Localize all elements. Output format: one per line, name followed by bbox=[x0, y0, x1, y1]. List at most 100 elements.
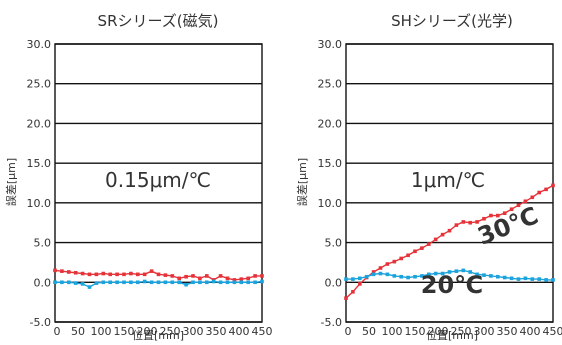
data-point bbox=[496, 274, 500, 279]
y-tick-label: -5.0 bbox=[321, 316, 342, 329]
data-point bbox=[344, 296, 348, 300]
x-tick-label: 200 bbox=[428, 325, 449, 338]
data-point bbox=[205, 280, 209, 285]
data-point bbox=[482, 216, 486, 221]
x-tick-label: 350 bbox=[206, 325, 227, 338]
data-point bbox=[433, 271, 438, 276]
data-point bbox=[156, 280, 161, 285]
chart-title: SHシリーズ(光学) bbox=[391, 12, 513, 30]
chart-sr: SRシリーズ(磁気) 30.0 25.0 20.0 15.0 10.0 5.0 0.0 -5.… bbox=[4, 12, 273, 342]
x-tick-label: 400 bbox=[229, 325, 250, 338]
data-point bbox=[447, 270, 452, 274]
data-point bbox=[80, 271, 85, 276]
data-point bbox=[489, 274, 493, 278]
data-point bbox=[198, 280, 202, 285]
annotation: 1μm/℃ bbox=[411, 168, 485, 192]
data-point bbox=[67, 270, 71, 274]
data-point bbox=[253, 274, 257, 278]
y-tick-label: 0.0 bbox=[34, 276, 52, 289]
x-tick-label: 400 bbox=[520, 325, 541, 338]
data-point bbox=[232, 278, 237, 282]
data-point bbox=[475, 220, 479, 224]
data-point bbox=[115, 280, 119, 285]
data-point bbox=[108, 272, 112, 277]
x-tick-label: 50 bbox=[71, 325, 85, 338]
data-point bbox=[413, 249, 417, 254]
data-point bbox=[73, 281, 78, 285]
data-point bbox=[218, 280, 223, 285]
data-point bbox=[142, 279, 147, 284]
data-point bbox=[358, 276, 362, 281]
x-tick-label: 50 bbox=[362, 325, 376, 338]
data-point bbox=[122, 280, 126, 285]
data-point bbox=[156, 272, 161, 277]
data-point bbox=[420, 274, 424, 278]
data-point bbox=[198, 276, 202, 281]
data-point bbox=[87, 285, 92, 289]
series-label-20: 20℃ bbox=[421, 271, 483, 299]
data-point bbox=[537, 190, 541, 195]
y-tick-labels: 30.0 25.0 20.0 15.0 10.0 5.0 0.0 -5.0 bbox=[318, 38, 343, 329]
data-point bbox=[523, 276, 528, 281]
y-axis-label: 誤差[μm] bbox=[295, 158, 309, 206]
data-point bbox=[523, 199, 528, 204]
gridlines bbox=[54, 43, 263, 323]
y-tick-label: 20.0 bbox=[27, 117, 52, 130]
data-point bbox=[60, 269, 64, 273]
data-point bbox=[344, 277, 348, 281]
y-tick-label: 20.0 bbox=[318, 117, 343, 130]
data-point bbox=[87, 272, 92, 277]
data-point bbox=[170, 280, 175, 285]
data-point bbox=[406, 275, 410, 280]
data-point bbox=[537, 277, 541, 281]
data-point bbox=[371, 272, 376, 277]
x-tick-label: 150 bbox=[405, 325, 426, 338]
data-point bbox=[399, 256, 403, 261]
data-point bbox=[149, 280, 154, 285]
data-point bbox=[378, 266, 383, 270]
data-point bbox=[225, 276, 230, 281]
data-point bbox=[60, 280, 64, 285]
data-point bbox=[385, 272, 390, 277]
plot-frame bbox=[54, 43, 263, 323]
data-point bbox=[225, 280, 230, 285]
data-point bbox=[136, 272, 140, 277]
y-tick-label: 15.0 bbox=[318, 157, 343, 170]
data-point bbox=[184, 274, 188, 279]
data-point bbox=[399, 274, 403, 279]
data-point bbox=[427, 242, 431, 246]
x-tick-label: 250 bbox=[451, 325, 472, 338]
data-point bbox=[108, 280, 112, 285]
data-point bbox=[530, 277, 535, 281]
data-point bbox=[364, 274, 369, 279]
data-point bbox=[239, 280, 244, 285]
x-tick-labels: 0 50 100 150 200 250 300 350 400 450 bbox=[54, 325, 273, 338]
data-point bbox=[427, 272, 431, 277]
data-point bbox=[67, 280, 71, 285]
data-point bbox=[351, 277, 355, 281]
data-point bbox=[246, 280, 250, 285]
y-tick-label: -5.0 bbox=[30, 316, 51, 329]
data-point bbox=[184, 282, 188, 287]
y-axis-label: 誤差[μm] bbox=[4, 158, 18, 206]
y-tick-label: 5.0 bbox=[34, 237, 52, 250]
y-tick-labels: 30.0 25.0 20.0 15.0 10.0 5.0 0.0 -5.0 bbox=[27, 38, 52, 329]
data-point bbox=[129, 280, 133, 285]
data-point bbox=[101, 271, 106, 276]
x-tick-label: 200 bbox=[137, 325, 158, 338]
data-point bbox=[239, 277, 244, 281]
data-point bbox=[260, 279, 264, 284]
series-label-30: 30℃ bbox=[474, 201, 542, 250]
data-point bbox=[551, 183, 555, 188]
y-tick-label: 30.0 bbox=[318, 38, 343, 51]
data-point bbox=[170, 274, 175, 278]
data-point bbox=[218, 274, 223, 278]
data-point bbox=[475, 272, 479, 277]
data-point bbox=[433, 237, 438, 242]
y-tick-label: 30.0 bbox=[27, 38, 52, 51]
data-point bbox=[392, 274, 397, 278]
y-tick-label: 10.0 bbox=[27, 197, 52, 210]
data-point bbox=[149, 269, 154, 273]
data-point bbox=[502, 275, 507, 280]
